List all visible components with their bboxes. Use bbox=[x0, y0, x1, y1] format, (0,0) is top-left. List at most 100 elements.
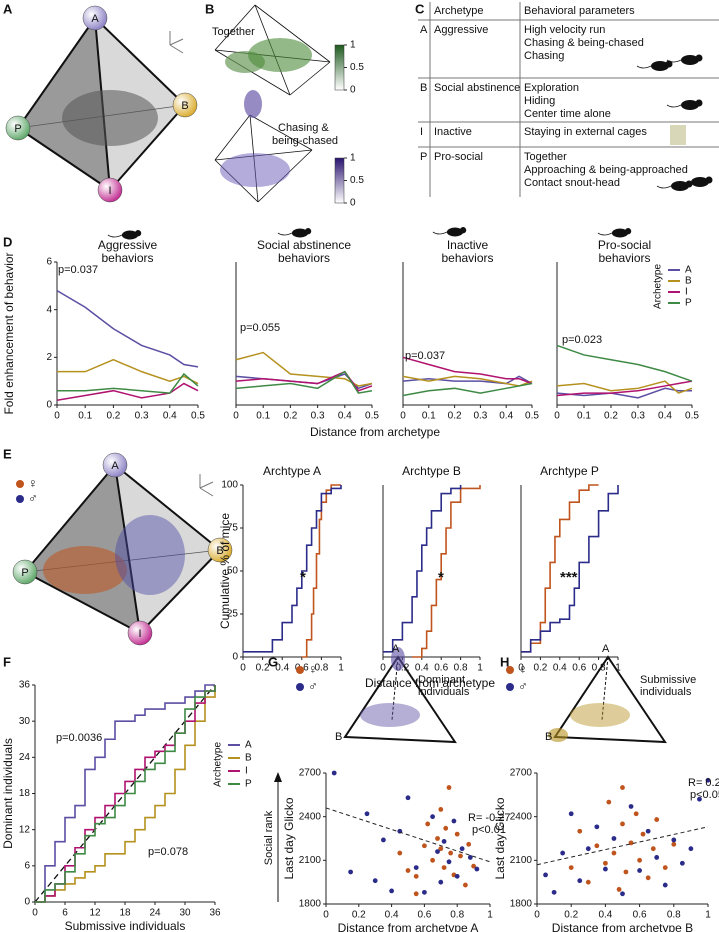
mouse-icon bbox=[671, 181, 689, 191]
x-tick-label: 0.4 bbox=[658, 411, 672, 422]
scatter-point bbox=[438, 806, 444, 812]
y-tick-label: 1800 bbox=[299, 899, 322, 910]
x-tick-label: 0.1 bbox=[422, 411, 436, 422]
series-line bbox=[235, 370, 373, 394]
scatter-point bbox=[466, 841, 472, 847]
legend-title: Archetype bbox=[213, 742, 224, 787]
scatter-point bbox=[568, 865, 574, 871]
y-tick-label: 2400 bbox=[510, 811, 533, 822]
y-tick-label: 25 bbox=[227, 609, 239, 620]
scatter-point bbox=[471, 863, 476, 869]
scatter-point bbox=[364, 811, 370, 817]
panel-letter: G bbox=[268, 654, 278, 669]
scatter-point bbox=[628, 840, 634, 846]
inset-label: Dominant bbox=[418, 674, 465, 686]
scatter-point bbox=[425, 821, 431, 827]
vertex-sphere bbox=[102, 452, 128, 478]
trend-line bbox=[536, 826, 709, 866]
table-cell: Inactive bbox=[434, 126, 472, 138]
x-tick-label: 0.8 bbox=[592, 663, 606, 674]
annotation: p=0.055 bbox=[240, 322, 280, 334]
scatter-point bbox=[611, 850, 617, 856]
legend-label: B bbox=[685, 276, 692, 287]
x-tick-label: 0.6 bbox=[633, 910, 647, 921]
scatter-point bbox=[413, 865, 419, 871]
scatter-point bbox=[594, 824, 600, 830]
table-cell: Aggressive bbox=[434, 24, 488, 36]
x-axis-label: Distance from archetype A bbox=[338, 921, 479, 932]
x-tick-label: 1 bbox=[615, 663, 621, 674]
tetra-edge bbox=[24, 464, 116, 573]
scatter-point bbox=[640, 831, 646, 837]
vertex-label: A bbox=[602, 643, 610, 655]
x-tick-label: 0.6 bbox=[434, 663, 448, 674]
scatter-point bbox=[671, 841, 677, 847]
series-line bbox=[412, 485, 481, 658]
x-tick-label: 0.4 bbox=[415, 663, 429, 674]
scatter-point bbox=[577, 828, 583, 834]
series-line bbox=[56, 289, 199, 368]
mouse-icon bbox=[681, 55, 699, 65]
scatter-point bbox=[474, 866, 480, 872]
vertex-label: A bbox=[91, 13, 99, 25]
vertex-sphere bbox=[97, 177, 123, 203]
table-cell: Pro-social bbox=[434, 151, 483, 163]
annotation: p=0.023 bbox=[562, 334, 602, 346]
x-tick-label: 0.2 bbox=[352, 910, 366, 921]
x-tick-label: 0.2 bbox=[564, 910, 578, 921]
series-line bbox=[243, 485, 342, 653]
scatter-point bbox=[650, 846, 656, 852]
mouse-icon bbox=[459, 227, 467, 234]
scatter-point bbox=[577, 878, 583, 884]
table-header: Behavioral parameters bbox=[524, 5, 635, 17]
series-line bbox=[35, 684, 215, 903]
annotation: p<0.01 bbox=[472, 824, 506, 836]
y-tick-label: 2100 bbox=[510, 855, 533, 866]
scatter-point bbox=[441, 839, 447, 844]
vertex-label: I bbox=[138, 628, 141, 640]
y-tick-label: 2100 bbox=[299, 855, 322, 866]
scatter-point bbox=[662, 882, 668, 888]
inset-edge bbox=[601, 656, 609, 721]
archetype-region bbox=[391, 647, 405, 671]
x-tick-label: 0.4 bbox=[499, 411, 513, 422]
x-axis-label: Distance from archetype B bbox=[552, 921, 693, 932]
x-tick-label: 1 bbox=[477, 663, 483, 674]
x-tick-label: 0.6 bbox=[572, 663, 586, 674]
scatter-point bbox=[446, 859, 452, 865]
tetra-edge bbox=[139, 549, 221, 634]
vertex-sphere bbox=[12, 559, 38, 585]
scatter-point bbox=[454, 831, 460, 837]
series-line bbox=[402, 356, 533, 385]
vertex-label: B bbox=[545, 731, 552, 743]
y-tick-label: 0 bbox=[24, 897, 30, 908]
series-line bbox=[235, 351, 373, 387]
x-tick-label: 0.1 bbox=[577, 411, 591, 422]
mouse-icon bbox=[656, 185, 672, 189]
panel-b-label: Chasing & bbox=[278, 122, 329, 134]
scatter-point bbox=[620, 821, 625, 827]
scatter-point bbox=[594, 843, 600, 849]
mouse-icon bbox=[681, 100, 699, 110]
tetra-edge bbox=[17, 127, 111, 191]
panel-letter: F bbox=[3, 654, 11, 669]
scatter-point bbox=[451, 818, 457, 824]
scatter-point bbox=[623, 869, 629, 875]
scatter-point bbox=[459, 846, 465, 852]
series-line bbox=[402, 382, 533, 397]
colorbar-tick-label: 0.5 bbox=[350, 175, 364, 186]
annotation: p=0.037 bbox=[405, 350, 445, 362]
vertex-sphere bbox=[172, 92, 198, 118]
chart-title: behaviors bbox=[278, 251, 330, 265]
mouse-icon bbox=[666, 104, 682, 108]
scatter-point bbox=[543, 872, 548, 878]
y-tick-label: 1800 bbox=[510, 899, 533, 910]
y-tick-label: 4 bbox=[46, 304, 52, 315]
scatter-point bbox=[422, 889, 427, 895]
scatter-point bbox=[560, 850, 566, 856]
scatter-point bbox=[405, 795, 411, 801]
x-tick-label: 0.1 bbox=[256, 411, 270, 422]
chart-title: Pro-social bbox=[598, 238, 651, 252]
series-line bbox=[301, 484, 341, 658]
panel-letter: D bbox=[3, 234, 12, 249]
